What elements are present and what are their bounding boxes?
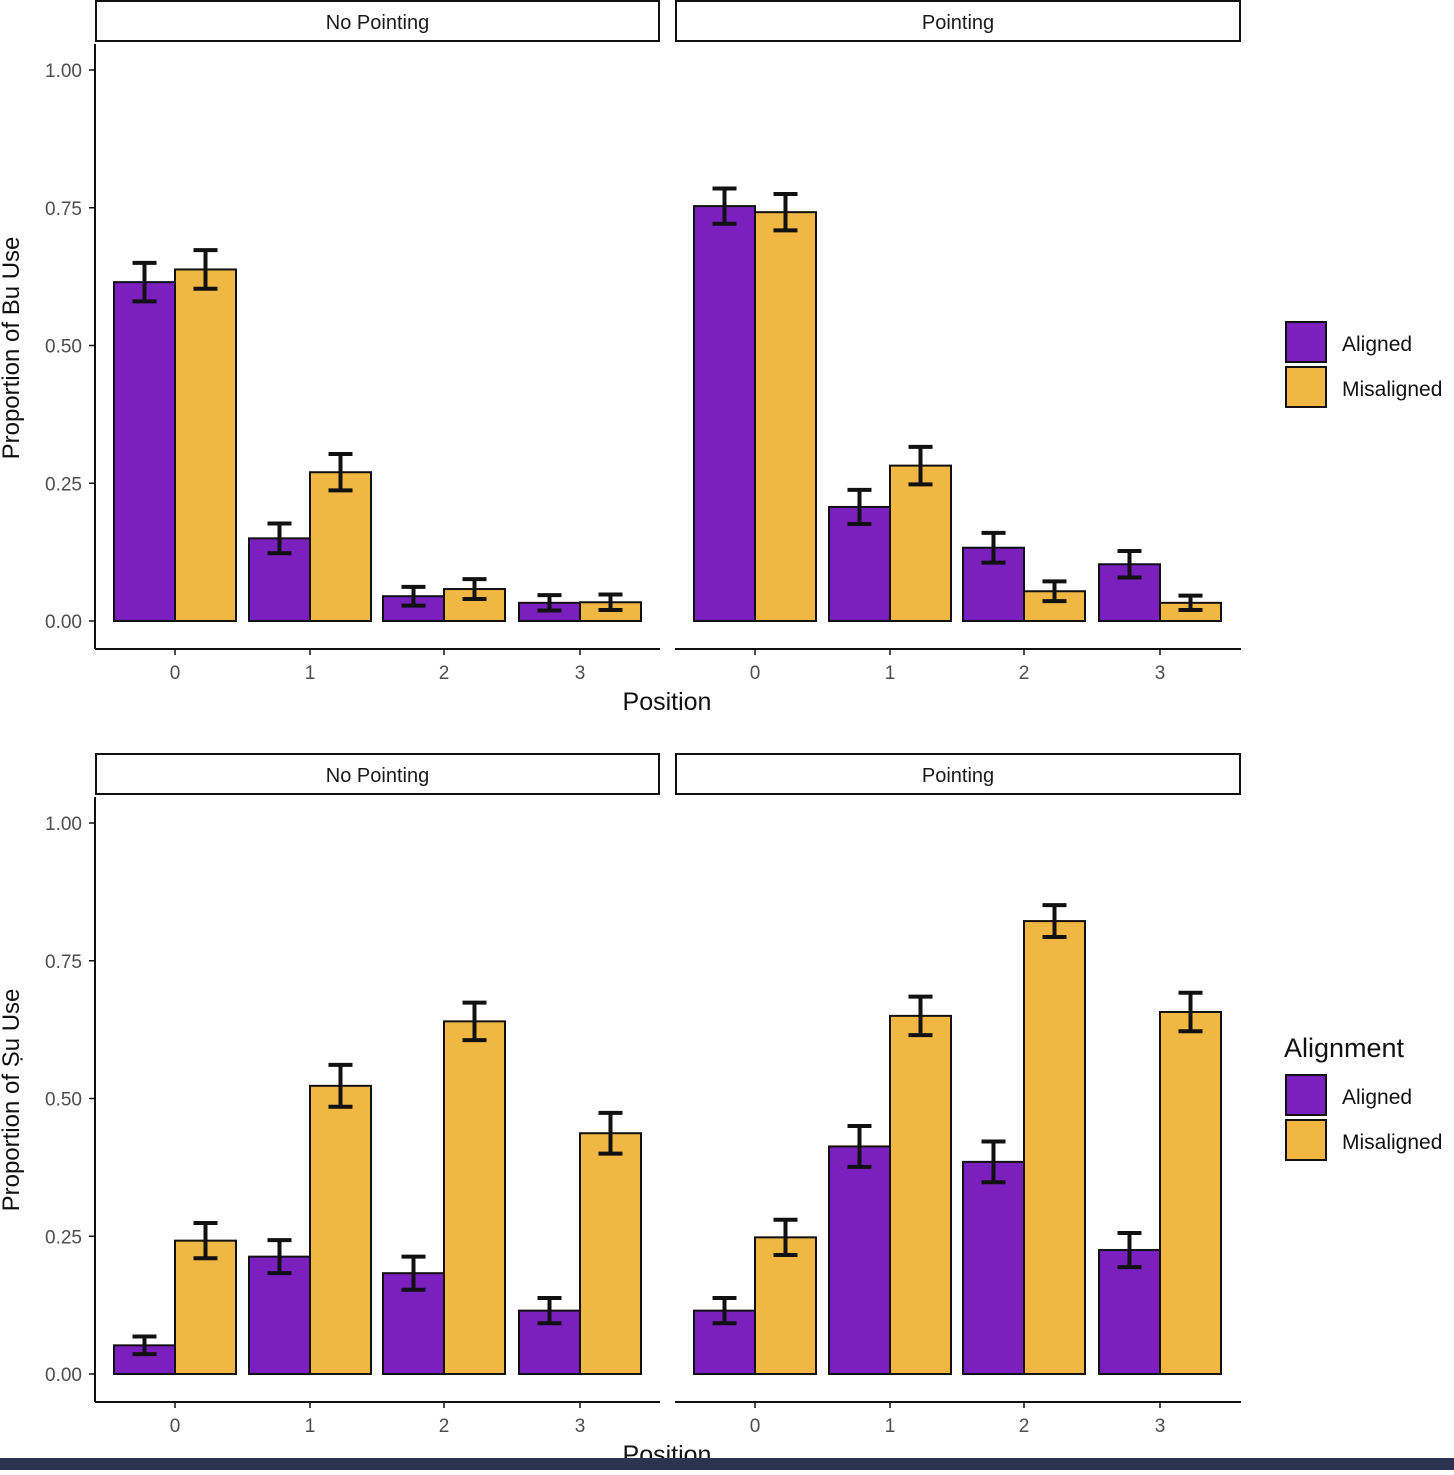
bottom-window-strip (0, 1458, 1454, 1470)
bar-aligned (828, 1145, 891, 1376)
x-tick-label: 3 (575, 1416, 586, 1437)
y-tick-label: 0.00 (45, 1365, 82, 1386)
bar-aligned (962, 1160, 1025, 1375)
x-tick-label: 2 (439, 1416, 450, 1437)
x-tick-label: 3 (1155, 1416, 1166, 1437)
y-tick-label: 0.00 (45, 612, 82, 633)
bar-misaligned (1159, 1010, 1222, 1375)
x-tick-label: 1 (885, 1416, 896, 1437)
bar-misaligned (889, 1014, 952, 1375)
y-tick-label: 1.00 (45, 814, 82, 835)
facet-strip-label: No Pointing (326, 765, 429, 787)
bar-misaligned (1023, 590, 1086, 622)
facet-strip (675, 753, 1241, 795)
x-tick-label: 2 (439, 663, 450, 684)
legend-title: Alignment (1284, 1033, 1405, 1063)
bar-misaligned (309, 1084, 372, 1376)
y-tick-label: 0.25 (45, 474, 82, 495)
y-axis-title: Proportion of Bu Use (0, 237, 25, 460)
legend-label: Misaligned (1342, 1131, 1442, 1154)
bar-misaligned (1023, 920, 1086, 1375)
legend-swatch-aligned (1285, 1074, 1327, 1116)
bar-misaligned (754, 1236, 817, 1376)
x-tick-label: 1 (305, 1416, 316, 1437)
bar-aligned (693, 205, 756, 623)
x-tick-label: 0 (170, 1416, 181, 1437)
x-tick-label: 2 (1019, 663, 1030, 684)
legend-swatch-misaligned (1285, 366, 1327, 408)
legend-swatch-misaligned (1285, 1119, 1327, 1161)
y-tick-label: 0.50 (45, 337, 82, 358)
x-tick-label: 0 (170, 663, 181, 684)
legend-swatch-aligned (1285, 321, 1327, 363)
x-tick-label: 1 (885, 663, 896, 684)
bar-misaligned (443, 1020, 506, 1375)
bar-misaligned (889, 464, 952, 623)
x-tick-label: 0 (750, 1416, 761, 1437)
facet-strip (95, 0, 660, 42)
bar-misaligned (174, 268, 237, 622)
bar-misaligned (309, 471, 372, 623)
y-tick-label: 1.00 (45, 61, 82, 82)
legend-label: Aligned (1342, 1086, 1412, 1109)
y-tick-label: 0.25 (45, 1227, 82, 1248)
legend-label: Misaligned (1342, 378, 1442, 401)
bar-misaligned (754, 211, 817, 623)
y-axis-title: Proportion of Ṣu Use (0, 989, 25, 1212)
x-tick-label: 0 (750, 663, 761, 684)
y-tick-label: 0.75 (45, 199, 82, 220)
legend-label: Aligned (1342, 333, 1412, 356)
facet-strip-label: No Pointing (326, 12, 429, 34)
x-tick-label: 1 (305, 663, 316, 684)
bar-aligned (248, 1255, 311, 1375)
y-tick-label: 0.50 (45, 1090, 82, 1111)
bar-misaligned (579, 1132, 642, 1376)
facet-strip (675, 0, 1241, 42)
x-axis-title: Position (623, 688, 712, 716)
bar-misaligned (174, 1239, 237, 1375)
bar-aligned (113, 281, 176, 622)
facet-strip-label: Pointing (922, 765, 994, 787)
x-tick-label: 2 (1019, 1416, 1030, 1437)
x-tick-label: 3 (1155, 663, 1166, 684)
bar-aligned (1098, 1249, 1161, 1376)
x-tick-label: 3 (575, 663, 586, 684)
facet-strip (95, 753, 660, 795)
y-tick-label: 0.75 (45, 952, 82, 973)
facet-strip-label: Pointing (922, 12, 994, 34)
